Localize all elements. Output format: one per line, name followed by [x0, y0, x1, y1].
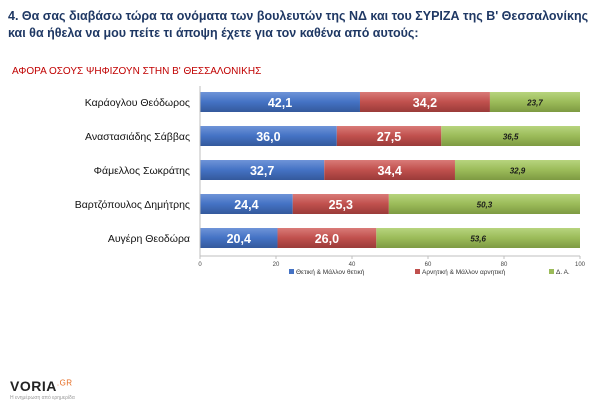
data-label: 23,7 — [526, 99, 543, 108]
bar-segment — [324, 160, 455, 180]
data-label: 36,5 — [503, 133, 519, 142]
data-label: 36,0 — [256, 130, 280, 144]
voria-logo: VORIA.GR — [10, 378, 73, 394]
bar-segment — [200, 194, 293, 214]
category-label: Καράογλου Θεόδωρος — [85, 97, 190, 109]
x-tick-label: 20 — [273, 262, 280, 268]
data-label: 27,5 — [377, 130, 401, 144]
legend-swatch — [415, 269, 420, 274]
legend-label: Αρνητική & Μάλλον αρνητική — [422, 268, 506, 276]
bar-segment — [200, 228, 278, 248]
legend-label: Δ. Α. — [556, 269, 570, 276]
data-label: 32,7 — [250, 164, 274, 178]
chart-subtitle: ΑΦΟΡΑ ΟΣΟΥΣ ΨΗΦΙΖΟΥΝ ΣΤΗΝ Β' ΘΕΣΣΑΛΟΝΙΚΗ… — [12, 66, 262, 77]
data-label: 34,2 — [413, 96, 437, 110]
stacked-bar-chart: Καράογλου Θεόδωρος 42,1 34,2 23,7 Αναστασιάδ… — [75, 86, 586, 276]
bar-segment — [454, 160, 580, 180]
x-tick-label: 80 — [501, 262, 508, 268]
bar-segment — [336, 126, 442, 146]
x-tick-label: 60 — [425, 262, 432, 268]
data-label: 50,3 — [477, 201, 493, 210]
x-tick-label: 0 — [198, 262, 202, 268]
legend-swatch — [549, 269, 554, 274]
bar-segment — [200, 126, 337, 146]
bar-segment — [489, 92, 580, 112]
data-label: 25,3 — [329, 198, 353, 212]
data-label: 20,4 — [227, 232, 251, 246]
legend-label: Θετική & Μάλλον θετική — [296, 268, 365, 276]
logo-tagline: Η ενημέρωση από ερημερίδα — [10, 395, 75, 401]
data-label: 34,4 — [377, 164, 401, 178]
question-title: 4. Θα σας διαβάσω τώρα τα ονόματα των βο… — [8, 9, 589, 40]
bar-segment — [292, 194, 389, 214]
bar-segment — [359, 92, 490, 112]
bar-segment — [388, 194, 580, 214]
logo-suffix: .GR — [56, 378, 73, 388]
legend-swatch — [289, 269, 294, 274]
category-label: Αναστασιάδης Σάββας — [85, 131, 190, 143]
bar-segment — [200, 92, 360, 112]
category-label: Αυγέρη Θεοδώρα — [108, 233, 190, 245]
category-label: Βαρτζόπουλος Δημήτρης — [75, 199, 190, 211]
logo-text: VORIA — [10, 378, 57, 394]
bar-segment — [277, 228, 377, 248]
category-label: Φάμελλος Σωκράτης — [94, 165, 190, 177]
x-tick-label: 100 — [575, 262, 586, 268]
bar-segment — [441, 126, 580, 146]
data-label: 53,6 — [470, 235, 486, 244]
bar-segment — [200, 160, 325, 180]
data-label: 26,0 — [315, 232, 339, 246]
bar-segment — [376, 228, 580, 248]
data-label: 42,1 — [268, 96, 292, 110]
x-tick-label: 40 — [349, 262, 356, 268]
data-label: 32,9 — [510, 167, 526, 176]
data-label: 24,4 — [234, 198, 258, 212]
